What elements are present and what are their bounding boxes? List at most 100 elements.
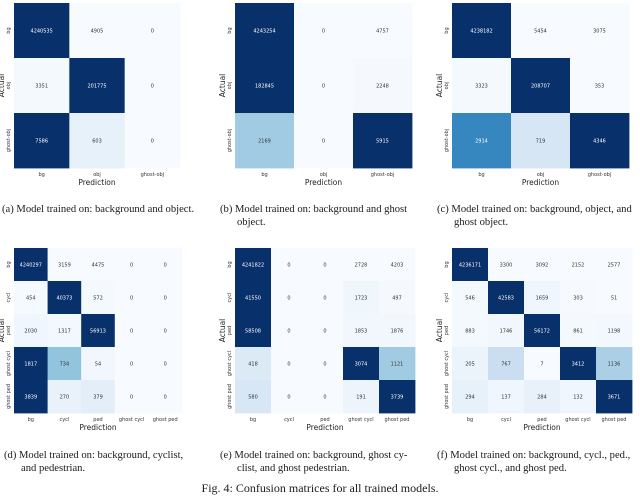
heatmap-d-cell-1-0 xyxy=(14,281,48,315)
heatmap-f-value-4-3: 132 xyxy=(573,395,583,401)
heatmap-c-cell-0-1 xyxy=(511,3,571,59)
heatmap-a-cell-2-1 xyxy=(69,113,126,169)
heatmap-f-xtick-2: ped xyxy=(537,417,546,423)
heatmap-e-value-0-0: 4241822 xyxy=(242,263,264,269)
heatmap-d-cell-0-1 xyxy=(47,248,82,282)
heatmap-d-value-0-0: 4240297 xyxy=(20,263,42,269)
heatmap-c-xtick-0: bg xyxy=(478,172,484,178)
heatmap-d-value-0-4: 0 xyxy=(164,263,167,269)
heatmap-a-ytick-0: bg xyxy=(6,27,12,33)
heatmap-f-xtick-0: bg xyxy=(467,417,473,423)
heatmap-b-cell-2-1 xyxy=(294,113,354,169)
heatmap-c-cell-1-0 xyxy=(452,58,512,114)
heatmap-e-cell-4-3 xyxy=(343,380,380,414)
heatmap-e-value-3-1: 0 xyxy=(287,362,290,368)
heatmap-d-cell-3-4 xyxy=(148,347,183,381)
heatmap-d-cell-0-3 xyxy=(114,248,149,282)
heatmap-a-cell-2-2 xyxy=(124,113,181,169)
heatmap-b-value-0-2: 4757 xyxy=(376,29,389,35)
heatmap-f-cell-3-2 xyxy=(524,347,561,381)
heatmap-b-xtick-2: ghost-obj xyxy=(371,172,395,178)
heatmap-f-value-1-1: 42583 xyxy=(498,296,514,302)
heatmap-e-cell-1-4 xyxy=(379,281,416,315)
heatmap-f-value-2-1: 1746 xyxy=(500,329,513,335)
heatmap-f-cell-2-2 xyxy=(524,314,561,348)
heatmap-f-cell-2-1 xyxy=(488,314,525,348)
heatmap-d-cell-3-1 xyxy=(47,347,82,381)
heatmap-e-xtick-4: ghost ped xyxy=(385,417,410,423)
heatmap-c: 4238182 5454 3075 3323 208707 353 2914 719 4346 b… xyxy=(435,3,630,187)
heatmap-f-value-0-0: 4236171 xyxy=(459,263,481,269)
heatmap-c-value-1-2: 353 xyxy=(595,84,605,90)
heatmap-f-cell-0-3 xyxy=(560,248,597,282)
heatmap-e-value-4-2: 0 xyxy=(323,395,326,401)
heatmap-e-ytick-0: bg xyxy=(227,261,233,267)
subcaption-b: (b) Model trained on: background and gho… xyxy=(220,203,425,229)
heatmap-f-ytick-4: ghost ped xyxy=(444,384,450,409)
heatmap-f-value-2-0: 883 xyxy=(465,329,475,335)
heatmap-e-value-2-3: 1853 xyxy=(355,329,368,335)
heatmap-f-value-1-2: 1659 xyxy=(536,296,549,302)
heatmap-f-ytick-0: bg xyxy=(444,261,450,267)
heatmap-c-value-1-1: 208707 xyxy=(531,84,550,90)
heatmap-d-cell-4-2 xyxy=(81,380,116,414)
heatmap-e-cell-0-1 xyxy=(271,248,308,282)
heatmap-d-ytick-1: cycl xyxy=(6,293,12,303)
heatmap-d-cell-0-0 xyxy=(14,248,48,282)
heatmap-f-cell-3-0 xyxy=(452,347,489,381)
heatmap-f-value-1-3: 303 xyxy=(573,296,583,302)
heatmap-a-value-1-0: 3351 xyxy=(35,84,48,90)
subcaption-d-line1: (d) Model trained on: background, cyclis… xyxy=(4,450,184,461)
heatmap-d-cell-1-1 xyxy=(47,281,82,315)
heatmap-e-value-2-4: 1876 xyxy=(391,329,404,335)
heatmap-f-cell-4-1 xyxy=(488,380,525,414)
heatmap-c-ytick-1: obj xyxy=(444,82,450,90)
heatmap-e-xlabel: Prediction xyxy=(306,423,344,432)
heatmap-e-value-3-0: 418 xyxy=(248,362,258,368)
heatmap-a: 4240535 4905 0 3351 201775 0 7586 603 0 bg obj ghos… xyxy=(0,3,181,187)
heatmap-d-ytick-3: ghost cycl xyxy=(6,351,12,376)
heatmap-b-value-2-1: 0 xyxy=(322,139,325,145)
heatmap-d-value-4-0: 3839 xyxy=(24,395,37,401)
heatmap-d-xtick-3: ghost cycl xyxy=(119,417,144,423)
heatmap-e-cell-3-0 xyxy=(235,347,272,381)
heatmap-f-value-3-4: 1136 xyxy=(608,362,621,368)
heatmap-d-value-1-2: 572 xyxy=(93,296,103,302)
heatmap-e-cell-0-4 xyxy=(379,248,416,282)
heatmap-b-cell-1-2 xyxy=(353,58,413,114)
subcaption-c-line1: (c) Model trained on: background, object… xyxy=(437,204,632,215)
heatmap-d-cell-1-4 xyxy=(148,281,183,315)
heatmap-e-value-3-2: 0 xyxy=(323,362,326,368)
heatmap-a-cell-1-2 xyxy=(124,58,181,114)
heatmap-a-cell-1-0 xyxy=(14,58,70,114)
heatmap-c-ytick-2: ghost-obj xyxy=(444,129,450,153)
heatmap-f-value-2-3: 861 xyxy=(573,329,583,335)
heatmap-c-value-2-2: 4346 xyxy=(593,139,606,145)
heatmap-a-value-0-0: 4240535 xyxy=(31,29,53,35)
heatmap-e-value-4-1: 0 xyxy=(287,395,290,401)
heatmap-d-value-0-2: 4475 xyxy=(92,263,105,269)
heatmap-b-cell-2-2 xyxy=(353,113,413,169)
heatmap-a-cell-0-1 xyxy=(69,3,126,59)
heatmap-e-cell-3-1 xyxy=(271,347,308,381)
heatmap-f-cell-2-4 xyxy=(596,314,633,348)
figure-caption: Fig. 4: Confusion matrices for all train… xyxy=(201,481,439,495)
heatmap-d-cell-4-0 xyxy=(14,380,48,414)
heatmap-d-cell-1-2 xyxy=(81,281,116,315)
heatmap-f-cell-3-1 xyxy=(488,347,525,381)
heatmap-a-value-2-1: 603 xyxy=(92,139,102,145)
heatmap-a-ytick-1: obj xyxy=(6,82,12,90)
heatmap-e-value-4-3: 191 xyxy=(356,395,366,401)
heatmap-d-cell-4-3 xyxy=(114,380,149,414)
heatmap-f-value-0-1: 3300 xyxy=(500,263,513,269)
heatmap-e-ytick-4: ghost ped xyxy=(227,384,233,409)
heatmap-e-cell-1-1 xyxy=(271,281,308,315)
subcaption-b-line2: object. xyxy=(237,217,266,228)
heatmap-b-ytick-2: ghost-obj xyxy=(227,129,233,153)
heatmap-d-value-3-2: 54 xyxy=(95,362,101,368)
heatmap-f-cell-0-0 xyxy=(452,248,489,282)
heatmap-e: 4241822 0 0 2728 4203 41550 0 0 1723 497 58508 0 0 18… xyxy=(218,248,416,432)
heatmap-e-cell-2-2 xyxy=(307,314,344,348)
heatmap-c-cell-1-1 xyxy=(511,58,571,114)
heatmap-f-ylabel: Actual xyxy=(435,319,444,343)
